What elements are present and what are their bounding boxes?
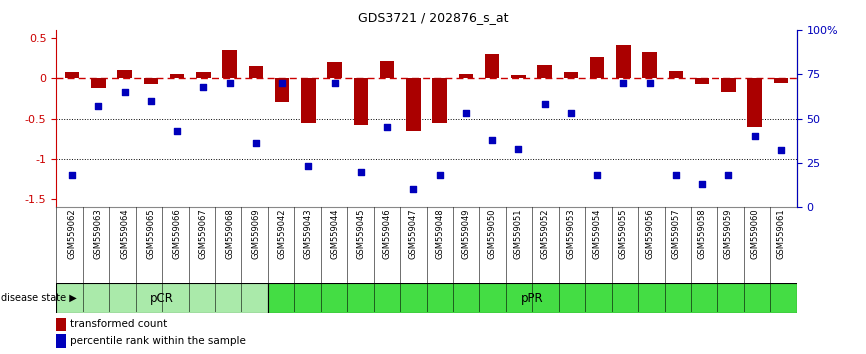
Bar — [485, 54, 500, 78]
Bar — [747, 78, 762, 127]
Point — [564, 110, 578, 116]
Text: disease state ▶: disease state ▶ — [1, 293, 76, 303]
Point — [170, 128, 184, 134]
Bar — [56, 334, 66, 348]
Point — [118, 89, 132, 95]
Point — [591, 172, 604, 178]
Bar — [170, 74, 184, 78]
Point — [65, 172, 79, 178]
Point — [669, 172, 683, 178]
Point — [721, 172, 735, 178]
Bar — [301, 78, 315, 122]
Bar — [196, 72, 210, 78]
Point — [144, 98, 158, 104]
Bar — [144, 78, 158, 84]
Point — [380, 125, 394, 130]
Bar — [695, 78, 709, 84]
Point — [643, 80, 656, 86]
Point — [275, 80, 289, 86]
Bar — [65, 72, 80, 78]
Bar — [117, 70, 132, 78]
Point — [354, 169, 368, 175]
Bar — [721, 78, 736, 92]
Text: pCR: pCR — [150, 292, 174, 305]
Bar — [643, 52, 657, 78]
Bar — [223, 50, 236, 78]
Point — [223, 80, 236, 86]
Text: percentile rank within the sample: percentile rank within the sample — [69, 336, 245, 346]
Bar — [669, 71, 683, 78]
Bar — [406, 78, 421, 131]
Point — [512, 146, 526, 152]
Bar — [380, 61, 394, 78]
Point — [459, 110, 473, 116]
Point — [747, 133, 761, 139]
Bar — [511, 75, 526, 78]
Bar — [459, 74, 473, 78]
Bar — [773, 78, 788, 83]
Bar — [327, 62, 342, 78]
Bar — [432, 78, 447, 124]
Text: pPR: pPR — [521, 292, 544, 305]
Point — [538, 102, 552, 107]
Bar — [268, 283, 797, 313]
Point — [197, 84, 210, 90]
Bar — [590, 57, 604, 78]
Bar — [538, 65, 552, 78]
Bar — [91, 78, 106, 88]
Bar — [564, 72, 578, 78]
Point — [327, 80, 341, 86]
Bar — [56, 318, 66, 331]
Point — [433, 172, 447, 178]
Bar — [249, 66, 263, 78]
Point — [617, 80, 630, 86]
Bar — [56, 283, 268, 313]
Point — [695, 181, 709, 187]
Point — [249, 141, 262, 146]
Point — [774, 148, 788, 153]
Text: GDS3721 / 202876_s_at: GDS3721 / 202876_s_at — [358, 11, 508, 24]
Point — [92, 103, 106, 109]
Text: transformed count: transformed count — [69, 319, 167, 329]
Point — [301, 164, 315, 169]
Bar — [353, 78, 368, 125]
Point — [485, 137, 499, 143]
Bar — [617, 45, 630, 78]
Bar — [275, 78, 289, 103]
Point — [406, 187, 420, 192]
